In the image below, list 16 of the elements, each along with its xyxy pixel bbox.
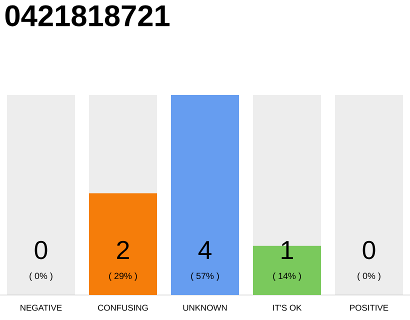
- data-label: ( 29% ): [109, 272, 137, 281]
- x-tick-label: CONFUSING: [98, 304, 148, 311]
- annotation: 1: [282, 241, 293, 259]
- x-tick-label: UNKNOWN: [183, 304, 227, 311]
- x-tick-label: NEGATIVE: [20, 304, 62, 311]
- data-label: ( 0% ): [30, 272, 52, 281]
- annotation: 4: [198, 241, 212, 259]
- chart-title: 0421818721: [5, 5, 170, 26]
- data-label: ( 57% ): [191, 272, 219, 281]
- annotation: 0: [362, 240, 376, 260]
- annotation: 2: [117, 240, 129, 259]
- data-label: ( 0% ): [358, 272, 380, 281]
- data-label: ( 14% ): [273, 272, 301, 281]
- x-tick-label: POSITIVE: [350, 304, 388, 311]
- x-tick-label: IT'S OK: [273, 304, 302, 311]
- annotation: 0: [34, 240, 48, 260]
